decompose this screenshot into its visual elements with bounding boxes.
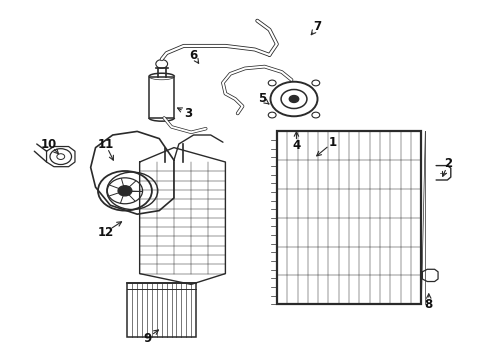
Text: 6: 6: [190, 49, 197, 62]
Text: 7: 7: [314, 21, 321, 33]
Circle shape: [289, 95, 299, 103]
Text: 12: 12: [97, 226, 114, 239]
Text: 9: 9: [143, 332, 151, 345]
Circle shape: [118, 186, 132, 196]
Text: 2: 2: [444, 157, 452, 170]
Text: 3: 3: [185, 107, 193, 120]
Text: 8: 8: [425, 298, 433, 311]
Bar: [277, 131, 421, 304]
Text: 4: 4: [293, 139, 300, 152]
Bar: [127, 283, 196, 337]
Text: 1: 1: [329, 136, 337, 149]
Bar: [149, 77, 174, 118]
Text: 5: 5: [258, 93, 266, 105]
Text: 11: 11: [97, 138, 114, 150]
Text: 10: 10: [41, 138, 57, 150]
